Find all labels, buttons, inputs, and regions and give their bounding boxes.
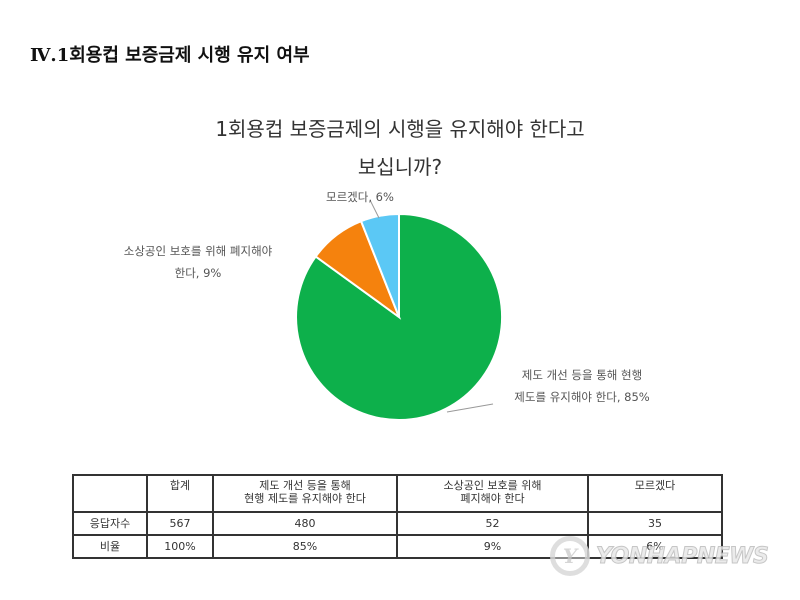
- chart-title-line-2: 보십니까?: [357, 155, 443, 179]
- table-header-total: 합계: [146, 474, 214, 513]
- table-header-dont-know: 모르겠다: [587, 474, 723, 513]
- table-header-keep-line-1: 제도 개선 등을 통해: [259, 479, 351, 492]
- table-row-label: 응답자수: [72, 511, 148, 536]
- table-cell: 52: [396, 511, 589, 536]
- table-cell: 480: [212, 511, 398, 536]
- leader-line-dont-know: [369, 199, 380, 219]
- table-cell: 85%: [212, 534, 398, 559]
- table-header-row: 합계 제도 개선 등을 통해 현행 제도를 유지해야 한다 소상공인 보호를 위…: [72, 474, 723, 513]
- table-row: 응답자수 567 480 52 35: [72, 511, 723, 536]
- table-header-abolish: 소상공인 보호를 위해 폐지해야 한다: [396, 474, 589, 513]
- yonhap-logo-icon: Y: [550, 536, 590, 576]
- table-cell: 567: [146, 511, 214, 536]
- table-row: 비율 100% 85% 9% 6%: [72, 534, 723, 559]
- pie-slice-dont-know: [359, 212, 400, 318]
- data-label-keep-line-1: 제도 개선 등을 통해 현행: [521, 368, 643, 382]
- table-header-empty: [72, 474, 148, 513]
- table-cell: 6%: [587, 534, 723, 559]
- table-cell: 35: [587, 511, 723, 536]
- watermark-text: YONHAPNEWS: [595, 543, 769, 569]
- chart-title-line-1: 1회용컵 보증금제의 시행을 유지해야 한다고: [215, 117, 585, 141]
- table-row-label: 비율: [72, 534, 148, 559]
- table-cell: 100%: [146, 534, 214, 559]
- data-label-keep-line-2: 제도를 유지해야 한다, 85%: [514, 390, 650, 404]
- table-header-abolish-line-1: 소상공인 보호를 위해: [443, 479, 542, 492]
- table-header-keep: 제도 개선 등을 통해 현행 제도를 유지해야 한다: [212, 474, 398, 513]
- data-label-dont-know: 모르겠다, 6%: [326, 186, 394, 208]
- leader-line-keep: [446, 403, 494, 413]
- data-label-keep: 제도 개선 등을 통해 현행 제도를 유지해야 한다, 85%: [492, 364, 672, 408]
- table-header-keep-line-2: 현행 제도를 유지해야 한다: [244, 492, 366, 505]
- summary-table: 합계 제도 개선 등을 통해 현행 제도를 유지해야 한다 소상공인 보호를 위…: [72, 474, 723, 559]
- data-label-abolish-line-1: 소상공인 보호를 위해 폐지해야: [123, 244, 273, 258]
- table-header-abolish-line-2: 폐지해야 한다: [460, 492, 525, 505]
- data-label-abolish: 소상공인 보호를 위해 폐지해야 한다, 9%: [113, 240, 283, 284]
- data-label-abolish-line-2: 한다, 9%: [174, 266, 222, 280]
- section-title: Ⅳ.1회용컵 보증금제 시행 유지 여부: [30, 45, 310, 66]
- data-label-dont-know-text: 모르겠다, 6%: [326, 190, 394, 204]
- watermark: Y YONHAPNEWS: [550, 533, 769, 579]
